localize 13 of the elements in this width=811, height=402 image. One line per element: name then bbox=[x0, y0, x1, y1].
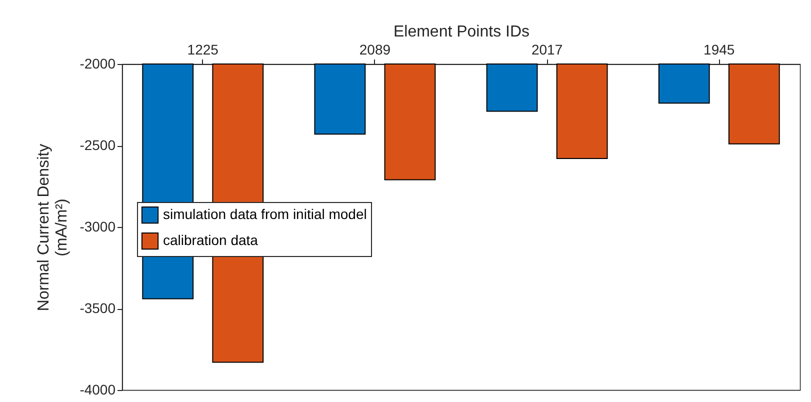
y-tick-label: -4000 bbox=[80, 382, 116, 398]
y-tick-label: -2500 bbox=[80, 137, 116, 153]
x-axis-title: Element Points IDs bbox=[393, 24, 530, 40]
x-tick-label: 2017 bbox=[531, 42, 563, 58]
legend-label: calibration data bbox=[163, 232, 258, 248]
x-tick-label: 1225 bbox=[187, 42, 219, 58]
y-tick-label: -3000 bbox=[80, 218, 116, 234]
y-tick-label: -3500 bbox=[80, 300, 116, 316]
y-axis-title: Normal Current Density (mA/m²) bbox=[36, 144, 71, 312]
legend-label: simulation data from initial model bbox=[163, 206, 367, 222]
x-tick-label: 2089 bbox=[359, 42, 391, 58]
x-tick-label: 1945 bbox=[704, 42, 735, 58]
y-tick-label: -2000 bbox=[80, 56, 116, 72]
